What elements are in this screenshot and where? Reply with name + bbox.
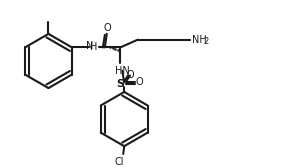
Text: 2: 2: [203, 37, 209, 46]
Text: HN: HN: [115, 66, 130, 76]
Text: Cl: Cl: [115, 157, 124, 167]
Text: S: S: [116, 79, 124, 89]
Text: O: O: [136, 77, 144, 87]
Text: H: H: [90, 43, 98, 52]
Text: O: O: [104, 23, 112, 33]
Text: N: N: [87, 41, 94, 51]
Text: O: O: [126, 70, 134, 79]
Text: NH: NH: [192, 35, 207, 45]
